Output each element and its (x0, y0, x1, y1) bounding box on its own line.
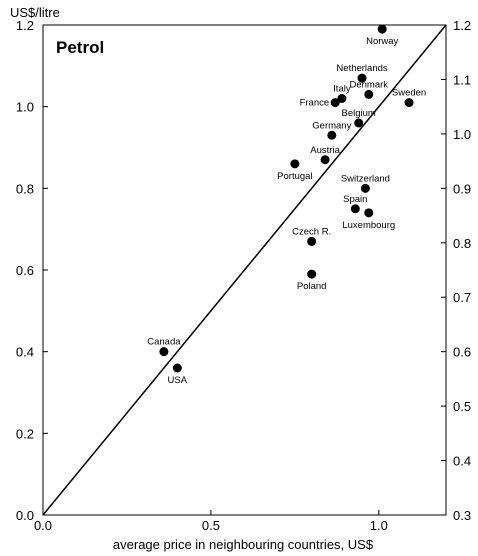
point-label: Sweden (392, 88, 426, 99)
data-point (159, 347, 169, 357)
data-point (404, 98, 414, 108)
point-label: Luxembourg (342, 220, 395, 231)
y2-tick-label: 1.0 (453, 127, 471, 142)
x-tick-label: 1.0 (370, 518, 388, 533)
data-point (320, 155, 330, 165)
panel-title: Petrol (56, 38, 104, 57)
point-label: USA (168, 375, 188, 386)
y-tick-label: 0.2 (16, 426, 34, 441)
point-label: Canada (147, 337, 181, 348)
data-point (364, 89, 374, 99)
point-label: Poland (297, 281, 327, 292)
data-point (172, 363, 182, 373)
x-axis-label: average price in neighbouring countries,… (113, 537, 374, 552)
point-label: Portugal (277, 171, 312, 182)
point-label: Norway (366, 36, 398, 47)
x-tick-label: 0.5 (202, 518, 220, 533)
data-point (307, 236, 317, 246)
y2-tick-label: 0.3 (453, 508, 471, 523)
y-tick-label: 0.8 (16, 181, 34, 196)
data-point (327, 130, 337, 140)
point-label: Netherlands (336, 63, 387, 74)
x-tick-label: 0.0 (34, 518, 52, 533)
data-point (330, 98, 340, 108)
y2-tick-label: 0.7 (453, 290, 471, 305)
y-tick-label: 0.6 (16, 263, 34, 278)
y2-tick-label: 0.4 (453, 454, 471, 469)
data-point (364, 208, 374, 218)
y2-tick-label: 1.2 (453, 18, 471, 33)
point-label: Italy (333, 84, 351, 95)
data-point (307, 269, 317, 279)
data-point (337, 94, 347, 103)
y2-tick-label: 0.6 (453, 345, 471, 360)
point-label: Switzerland (341, 173, 390, 184)
point-label: Czech R. (292, 226, 331, 237)
y-tick-label: 1.0 (16, 100, 34, 115)
y2-tick-label: 0.9 (453, 181, 471, 196)
point-label: Denmark (349, 79, 388, 90)
y-tick-label: 0.0 (16, 508, 34, 523)
data-point (350, 204, 360, 214)
y2-tick-label: 0.8 (453, 236, 471, 251)
y-axis-label: US$/litre (10, 5, 60, 20)
y2-tick-label: 0.5 (453, 399, 471, 414)
point-label: Austria (310, 145, 340, 156)
y2-tick-label: 1.1 (453, 72, 471, 87)
y-tick-label: 1.2 (16, 18, 34, 33)
point-label: Belgium (342, 108, 376, 119)
diagonal-reference-line (42, 24, 447, 516)
data-point (290, 159, 300, 169)
data-point (354, 118, 364, 128)
point-label: Germany (312, 120, 351, 131)
data-point (357, 73, 367, 83)
data-point (377, 24, 387, 34)
point-label: France (300, 98, 330, 109)
y-tick-label: 0.4 (16, 345, 34, 360)
point-label: Spain (343, 194, 367, 205)
data-point (360, 183, 370, 193)
